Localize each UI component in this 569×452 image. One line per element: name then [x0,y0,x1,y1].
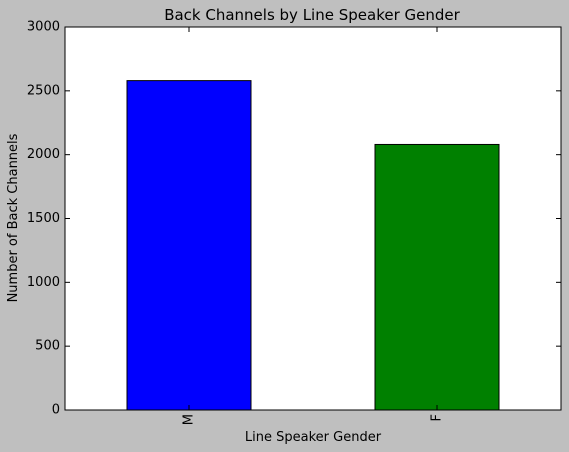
x-axis-label: Line Speaker Gender [245,430,382,445]
x-tick-label-m: M [182,414,197,425]
bar-m [126,80,252,411]
y-tick-label: 0 [52,403,60,418]
x-tick-label-f: F [430,414,445,421]
y-tick-label: 500 [35,339,60,354]
y-axis-label: Number of Back Channels [6,133,21,302]
y-tick-label: 2500 [27,83,60,98]
y-tick-label: 2000 [27,147,60,162]
ticks-layer: M F 0 500 1000 1500 2000 2500 3000 [27,20,561,425]
y-tick-label: 3000 [27,20,60,35]
bars-layer [126,80,500,411]
y-tick-label: 1500 [27,211,60,226]
chart-title: Back Channels by Line Speaker Gender [164,6,460,24]
y-tick-label: 1000 [27,275,60,290]
bar-f [374,143,500,411]
plot-frame [64,26,562,411]
